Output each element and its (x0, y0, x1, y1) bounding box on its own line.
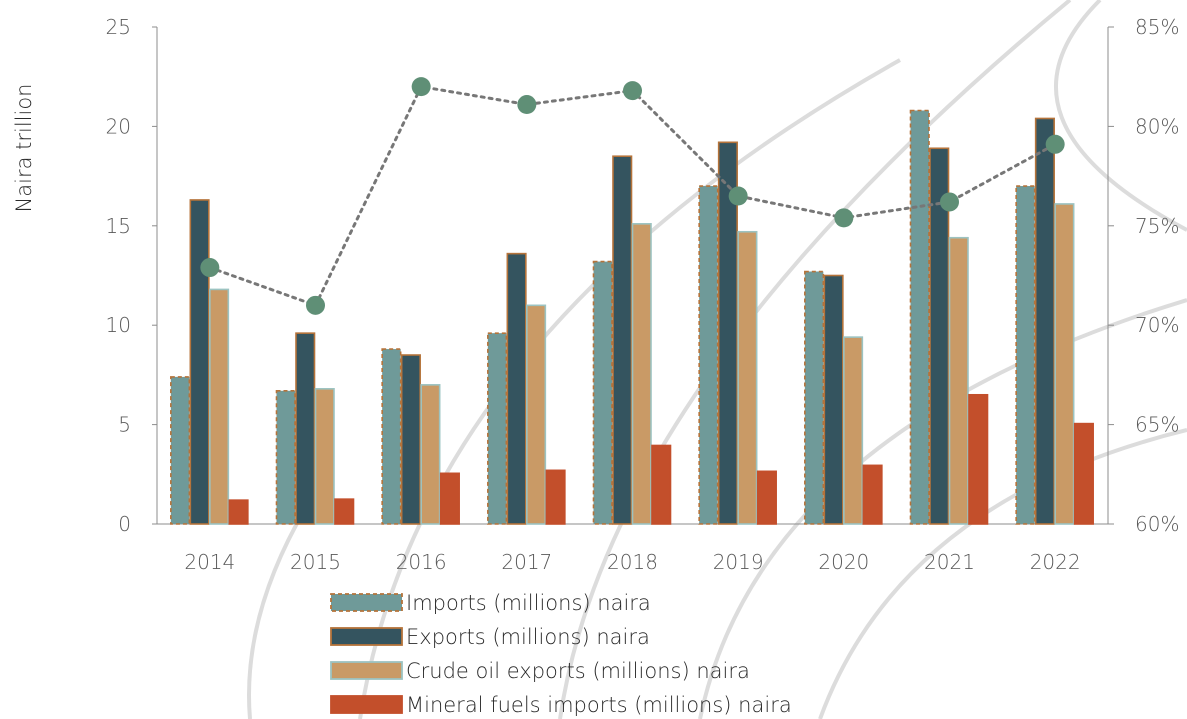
x-tick-labels: 2014 2015 2016 2017 2018 2019 2020 2021 2022 (184, 550, 1080, 574)
legend-label: Crude oil exports (millions) naira (406, 659, 750, 683)
x-tick-label: 2022 (1030, 550, 1081, 574)
bar (948, 236, 969, 525)
legend-swatch (330, 593, 403, 612)
bar (929, 147, 950, 525)
bar (631, 223, 652, 525)
y2-tick-label: 60% (1135, 512, 1179, 536)
line-point (834, 208, 854, 228)
line-point (306, 295, 325, 315)
y2-tick-label: 85% (1135, 15, 1179, 39)
y-axis-title: Naira trillion (12, 84, 36, 213)
x-tick-label: 2016 (396, 550, 447, 574)
line-point (1045, 134, 1065, 154)
bar (843, 336, 864, 525)
line-point (517, 95, 537, 115)
bar (1015, 185, 1036, 525)
bar (295, 332, 316, 525)
legend-label: Imports (millions) naira (406, 591, 651, 615)
x-tick-label: 2020 (818, 550, 869, 574)
bar (439, 472, 460, 525)
bar (698, 185, 719, 525)
y2-tick-label: 75% (1135, 214, 1179, 238)
bar (612, 155, 633, 525)
bar (506, 252, 527, 525)
bar (909, 109, 930, 525)
bar (1034, 117, 1055, 525)
watermark-arc (818, 428, 1187, 719)
line-point (940, 192, 959, 212)
legend-swatch (330, 627, 403, 646)
bar (526, 304, 547, 525)
bar (717, 141, 738, 525)
x-tick-label: 2017 (501, 550, 552, 574)
legend-label: Mineral fuels imports (millions) naira (406, 693, 792, 717)
legend-label: Exports (millions) naira (406, 625, 650, 649)
bar (862, 464, 883, 525)
x-tick-label: 2021 (924, 550, 975, 574)
line-point (728, 186, 748, 206)
x-tick-label: 2018 (607, 550, 658, 574)
line-point (411, 77, 431, 97)
y2-tick-labels: 60% 65% 70% 75% 80% 85% (1135, 15, 1179, 536)
legend-swatch (330, 695, 403, 714)
bar (756, 470, 777, 525)
y-tick-label: 15 (106, 214, 131, 238)
x-tick-label: 2014 (184, 550, 235, 574)
x-tick-label: 2015 (290, 550, 341, 574)
y-tick-label: 25 (106, 15, 131, 39)
bar (968, 393, 989, 525)
y-tick-label: 10 (106, 313, 131, 337)
legend-swatch (330, 661, 403, 680)
bar (1054, 203, 1075, 525)
legend: Imports (millions) naira Exports (million… (330, 591, 792, 717)
bar (420, 384, 441, 525)
bar (545, 469, 566, 525)
bars (170, 109, 1094, 525)
bar (314, 388, 335, 525)
y-tick-label: 20 (106, 114, 131, 138)
line-point (623, 81, 642, 101)
bar (651, 444, 672, 525)
bar (823, 274, 844, 525)
bar (209, 288, 230, 525)
bar (487, 332, 508, 525)
bar (275, 390, 296, 525)
bar (1073, 422, 1094, 525)
share-line-series (200, 77, 1065, 315)
bar (400, 354, 421, 525)
line-point (200, 258, 220, 278)
y2-tick-label: 65% (1135, 413, 1179, 437)
y-tick-label: 0 (118, 512, 131, 536)
bar (381, 348, 402, 525)
bar (189, 199, 210, 525)
bar (170, 376, 191, 525)
bar (804, 270, 825, 525)
watermark-arc (1053, 0, 1187, 232)
bar (334, 498, 355, 525)
bar (592, 260, 613, 525)
y-tick-labels: 0 5 10 15 20 25 (106, 15, 131, 536)
bar (737, 230, 758, 525)
x-tick-label: 2019 (713, 550, 764, 574)
bar (228, 499, 249, 525)
y2-tick-label: 70% (1135, 313, 1179, 337)
y2-tick-label: 80% (1135, 114, 1179, 138)
y-tick-label: 5 (118, 413, 131, 437)
